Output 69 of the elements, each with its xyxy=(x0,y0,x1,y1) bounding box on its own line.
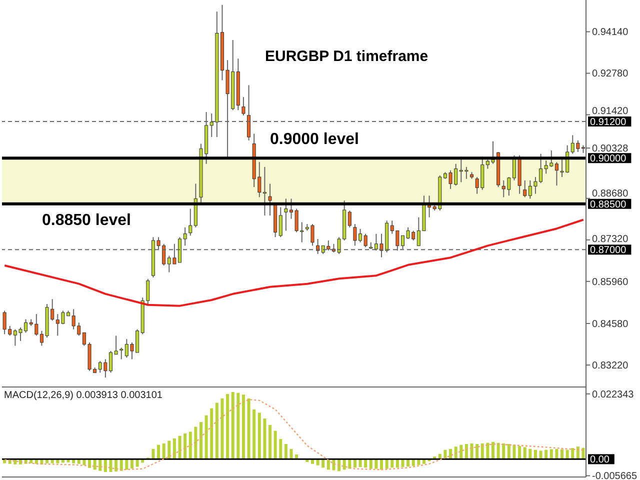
bar xyxy=(279,439,282,460)
y-tick-label: 0.87320 xyxy=(592,234,629,246)
bar xyxy=(460,444,463,460)
bar xyxy=(263,418,266,460)
y-tick-label: 0.91420 xyxy=(592,106,629,117)
text: EURGBP D1 timeframe xyxy=(265,48,428,65)
line-series xyxy=(4,398,584,470)
bar xyxy=(268,424,272,460)
bar xyxy=(290,448,293,460)
bar xyxy=(502,443,506,460)
y-tick-label: 0.90328 xyxy=(592,144,629,155)
bar xyxy=(486,442,490,460)
y-tick-label: 0.88680 xyxy=(592,188,629,200)
bar xyxy=(194,426,198,460)
chart-title: MACD(12,26,9) 0.003913 0.003101 xyxy=(4,390,162,401)
ref-line-label: 0.00 xyxy=(590,454,610,466)
bar xyxy=(534,450,537,460)
bar xyxy=(172,438,176,460)
bar xyxy=(226,394,230,460)
bar xyxy=(152,448,155,460)
bar xyxy=(258,412,261,460)
bar xyxy=(188,432,192,460)
bar xyxy=(157,444,160,460)
bar xyxy=(492,442,494,460)
bar xyxy=(480,443,484,460)
bar xyxy=(550,449,553,460)
bar xyxy=(507,444,510,460)
y-tick-label: 0.85960 xyxy=(592,276,629,288)
y-tick-label: 0.94140 xyxy=(592,27,629,38)
bar xyxy=(464,444,468,460)
y-tick-label: 0.022343 xyxy=(592,389,634,400)
bar xyxy=(523,447,526,460)
bar xyxy=(528,448,532,460)
bar xyxy=(210,408,214,460)
bar xyxy=(215,402,218,460)
bar xyxy=(168,440,171,460)
ref-line-label: 0.90000 xyxy=(590,154,627,165)
bar xyxy=(555,448,558,460)
bar xyxy=(560,449,564,460)
bar xyxy=(242,394,245,460)
bar xyxy=(470,443,474,460)
bar xyxy=(231,392,234,460)
bar xyxy=(566,450,569,460)
bar xyxy=(204,415,208,460)
y-tick-label: -0.005665 xyxy=(592,471,638,480)
bar xyxy=(200,422,202,460)
bar xyxy=(274,430,277,460)
bar xyxy=(178,436,182,460)
bar xyxy=(476,444,479,460)
ref-line-label: 0.88500 xyxy=(590,199,627,210)
annotation: 0.9000 level xyxy=(270,131,359,150)
bar xyxy=(544,450,548,460)
bar xyxy=(539,450,542,460)
bar xyxy=(184,433,187,460)
bar xyxy=(512,444,516,460)
bar xyxy=(252,410,256,460)
ref-line-label: 0.87000 xyxy=(590,245,627,256)
y-tick-label: 0.92780 xyxy=(592,68,629,80)
ref-line-label: 0.91200 xyxy=(590,116,627,128)
bar xyxy=(518,446,522,460)
annotation: 0.8850 level xyxy=(42,212,131,230)
y-tick-label: 0.83220 xyxy=(592,360,629,372)
bar xyxy=(236,392,240,460)
bar xyxy=(220,398,224,460)
y-tick-label: 0.84580 xyxy=(592,319,629,330)
bar xyxy=(247,398,250,460)
bar xyxy=(571,448,574,460)
bar xyxy=(162,443,166,460)
bar xyxy=(284,444,288,460)
